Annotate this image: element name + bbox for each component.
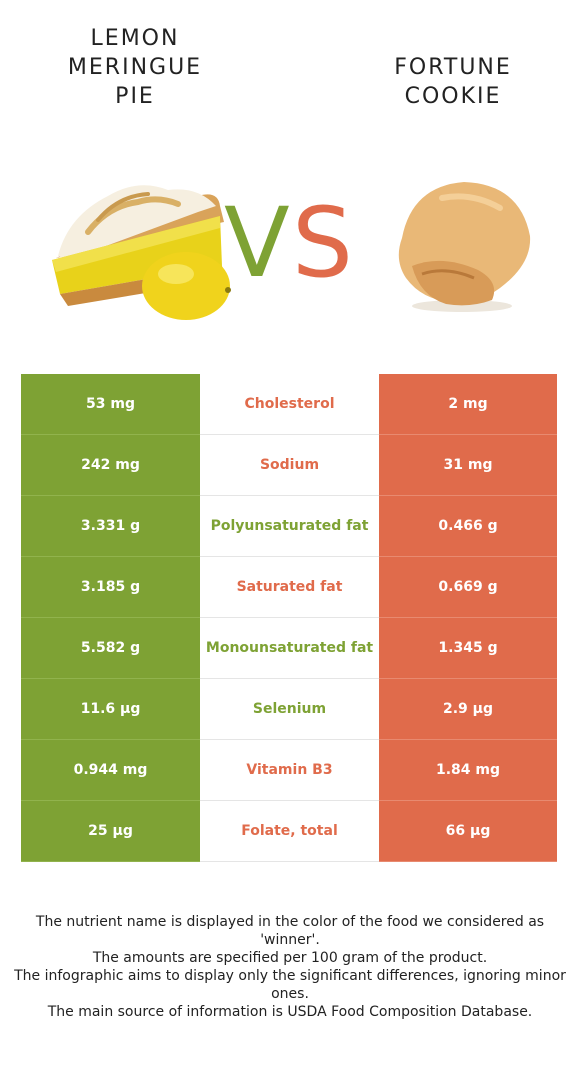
left-food-value: 0.944 mg <box>21 740 200 801</box>
footer-line: The main source of information is USDA F… <box>47 1004 533 1020</box>
right-food-value: 0.669 g <box>379 557 557 618</box>
nutrient-name: Monounsaturated fat <box>200 618 379 678</box>
nutrient-comparison-table: 53 mg Cholesterol 2 mg 242 mg Sodium 31 mg 3.3… <box>21 374 557 862</box>
table-row: 3.185 g Saturated fat 0.669 g <box>21 557 557 618</box>
right-food-title: FORTUNE COOKIE <box>394 55 512 109</box>
right-food-value: 31 mg <box>379 435 557 496</box>
table-row: 11.6 µg Selenium 2.9 µg <box>21 679 557 740</box>
left-food-title: LEMON MERINGUE PIE <box>67 26 203 109</box>
nutrient-name: Saturated fat <box>200 557 379 617</box>
left-food-value: 3.331 g <box>21 496 200 557</box>
right-food-value: 1.84 mg <box>379 740 557 801</box>
footer-notes: The nutrient name is displayed in the co… <box>14 913 566 1021</box>
right-food-value: 2.9 µg <box>379 679 557 740</box>
table-row: 53 mg Cholesterol 2 mg <box>21 374 557 435</box>
left-food-value: 53 mg <box>21 374 200 435</box>
left-food-value: 25 µg <box>21 801 200 862</box>
table-row: 25 µg Folate, total 66 µg <box>21 801 557 862</box>
nutrient-name: Vitamin B3 <box>200 740 379 800</box>
vs-letter-s: S <box>292 187 353 299</box>
footer-line: The nutrient name is displayed in the co… <box>35 914 545 948</box>
left-food-value: 11.6 µg <box>21 679 200 740</box>
left-food-value: 242 mg <box>21 435 200 496</box>
left-food-value: 3.185 g <box>21 557 200 618</box>
left-food-value: 5.582 g <box>21 618 200 679</box>
right-food-value: 2 mg <box>379 374 557 435</box>
nutrient-name: Folate, total <box>200 801 379 861</box>
nutrient-name: Selenium <box>200 679 379 739</box>
table-row: 5.582 g Monounsaturated fat 1.345 g <box>21 618 557 679</box>
fortune-cookie-image <box>398 182 531 312</box>
vs-letter-v: V <box>224 187 290 299</box>
footer-line: The infographic aims to display only the… <box>14 968 566 1002</box>
nutrient-name: Cholesterol <box>200 374 379 434</box>
nutrient-name: Sodium <box>200 435 379 495</box>
nutrient-name: Polyunsaturated fat <box>200 496 379 556</box>
table-row: 242 mg Sodium 31 mg <box>21 435 557 496</box>
footer-line: The amounts are specified per 100 gram o… <box>92 950 488 966</box>
table-row: 3.331 g Polyunsaturated fat 0.466 g <box>21 496 557 557</box>
right-food-value: 66 µg <box>379 801 557 862</box>
right-food-value: 1.345 g <box>379 618 557 679</box>
table-row: 0.944 mg Vitamin B3 1.84 mg <box>21 740 557 801</box>
lemon-meringue-pie-image <box>52 185 231 320</box>
right-food-value: 0.466 g <box>379 496 557 557</box>
